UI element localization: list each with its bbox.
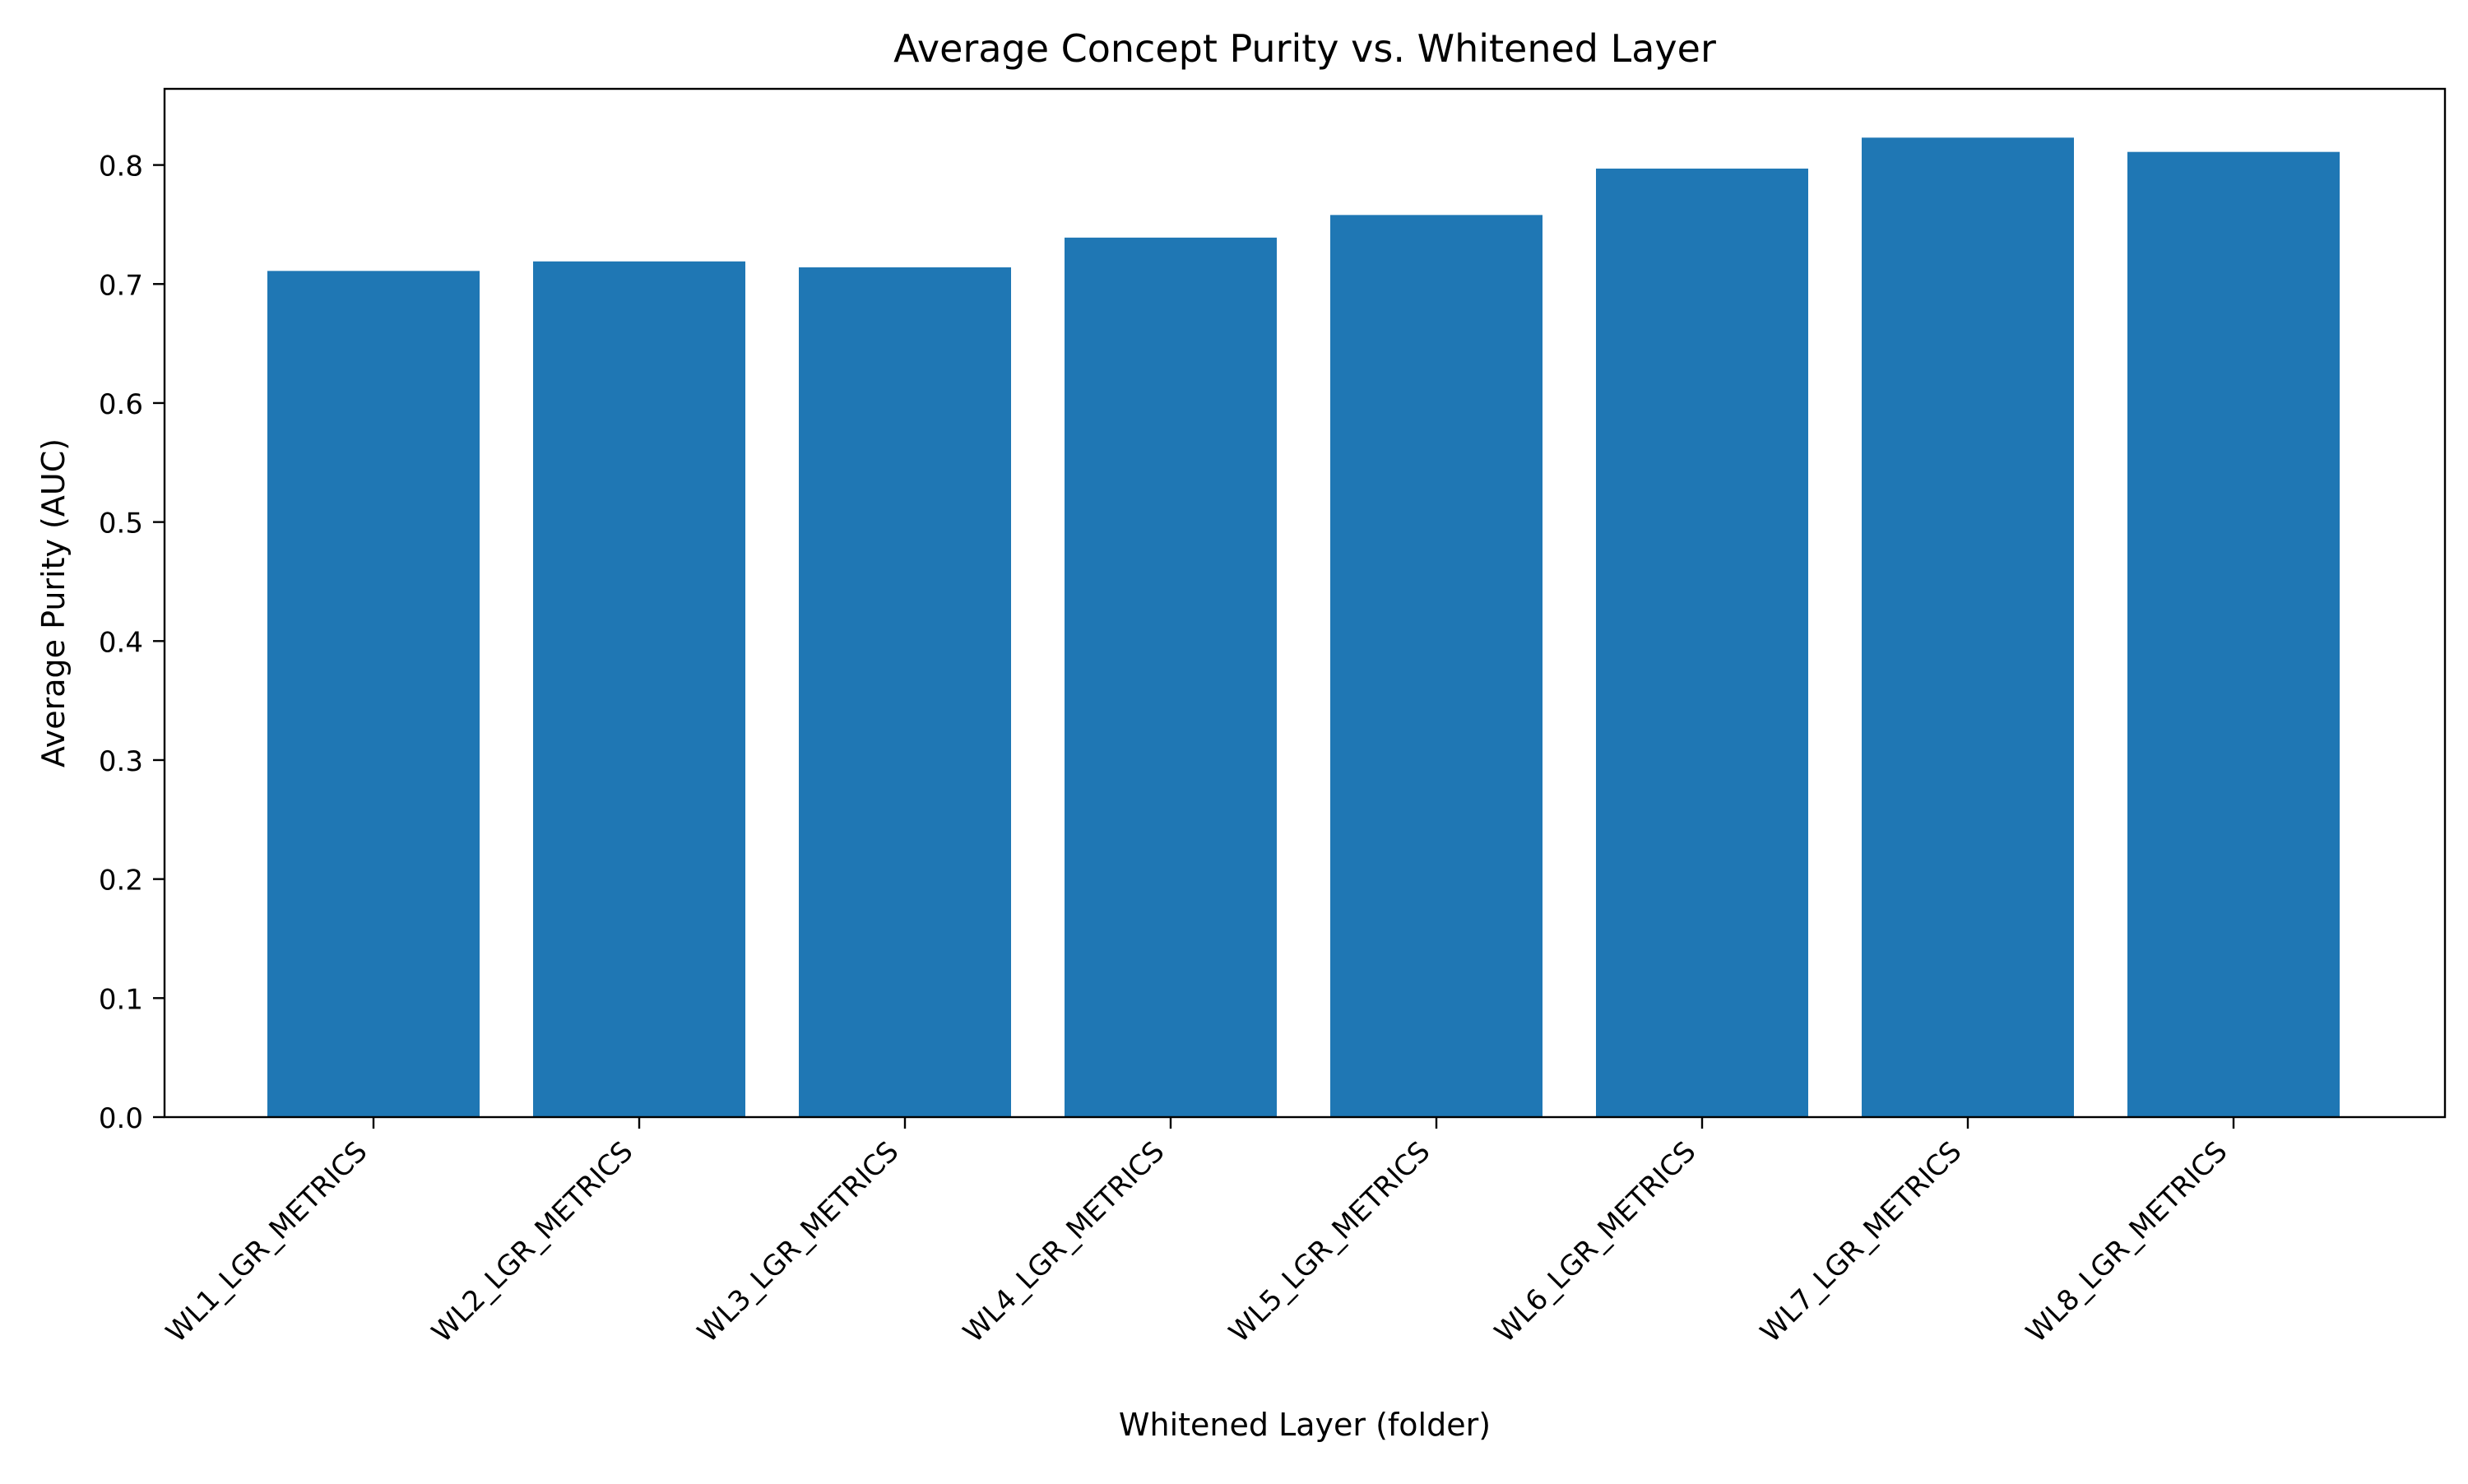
bar-4 (1065, 237, 1277, 1117)
y-axis-label: Average Purity (AUC) (35, 438, 72, 768)
y-tick-label: 0.3 (99, 745, 143, 778)
y-tick-label: 0.4 (99, 626, 143, 659)
bar-3 (799, 267, 1011, 1117)
y-axis: 0.0 0.1 0.2 0.3 0.4 0.5 0.6 0.7 0.8 (99, 151, 165, 1135)
y-tick-label: 0.8 (99, 151, 143, 183)
chart-title: Average Concept Purity vs. Whitened Laye… (893, 26, 1716, 71)
bar-2 (533, 261, 745, 1118)
y-tick-label: 0.5 (99, 508, 143, 540)
bar-6 (1596, 168, 1808, 1118)
y-tick-label: 0.6 (99, 388, 143, 421)
y-tick-label: 0.2 (99, 865, 143, 897)
bar-5 (1330, 215, 1542, 1118)
bar-7 (1862, 137, 2074, 1117)
y-tick-label: 0.0 (99, 1102, 143, 1135)
y-tick-label: 0.7 (99, 269, 143, 302)
x-axis-label: Whitened Layer (folder) (1119, 1407, 1491, 1443)
y-tick-label: 0.1 (99, 983, 143, 1016)
bar-1 (267, 271, 480, 1118)
bars-group (267, 137, 2340, 1118)
bar-8 (2127, 151, 2340, 1118)
plot-frame (163, 87, 2447, 1119)
